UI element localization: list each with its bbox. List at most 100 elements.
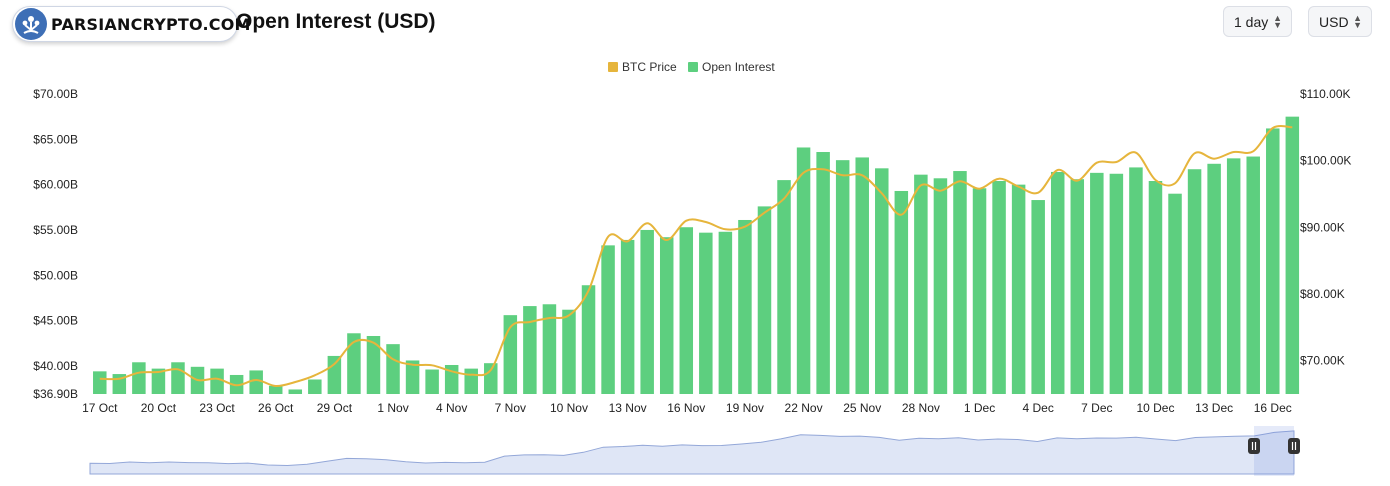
open-interest-bar[interactable]	[953, 171, 967, 394]
open-interest-bar[interactable]	[268, 385, 283, 394]
open-interest-bar[interactable]	[484, 363, 498, 394]
currency-select-value: USD	[1319, 13, 1349, 30]
open-interest-bar[interactable]	[1050, 171, 1065, 394]
legend-label-btc-price[interactable]: BTC Price	[622, 60, 677, 74]
open-interest-bar[interactable]	[992, 181, 1006, 394]
left-axis-tick-label: $55.00B	[33, 223, 78, 237]
open-interest-bar[interactable]	[1090, 172, 1104, 394]
open-interest-bar[interactable]	[366, 335, 381, 394]
open-interest-bar[interactable]	[132, 362, 146, 394]
open-interest-bar[interactable]	[718, 231, 733, 394]
open-interest-bar[interactable]	[1246, 156, 1260, 394]
x-axis-tick-label: 26 Oct	[258, 401, 294, 415]
open-interest-bar[interactable]	[581, 285, 596, 394]
btc-price-line	[99, 125, 1293, 388]
open-interest-bar[interactable]	[464, 368, 478, 394]
open-interest-bar[interactable]	[875, 168, 889, 394]
open-interest-bar[interactable]	[1285, 116, 1300, 395]
x-axis-tick-label: 4 Dec	[1022, 401, 1053, 415]
legend-swatch-btc-price	[608, 62, 618, 72]
interval-select[interactable]: 1 day ▲ ▼	[1223, 6, 1292, 37]
open-interest-bar[interactable]	[816, 152, 830, 394]
open-interest-bar[interactable]	[796, 147, 811, 394]
open-interest-bar[interactable]	[757, 206, 772, 394]
left-axis-tick-label: $70.00B	[33, 87, 78, 101]
open-interest-bar[interactable]	[1226, 158, 1241, 394]
open-interest-bar[interactable]	[386, 344, 400, 394]
open-interest-bar[interactable]	[405, 360, 420, 394]
open-interest-bar[interactable]	[699, 232, 713, 394]
site-logo[interactable]: PARSIANCRYPTO.COM	[12, 6, 250, 42]
x-axis-tick-label: 13 Dec	[1195, 401, 1233, 415]
open-interest-bar[interactable]	[679, 227, 694, 394]
open-interest-bar[interactable]	[93, 371, 107, 394]
open-interest-bar[interactable]	[210, 368, 224, 394]
open-interest-bar[interactable]	[288, 389, 303, 394]
interval-select-value: 1 day	[1234, 13, 1269, 30]
open-interest-bar[interactable]	[171, 362, 185, 394]
x-axis-tick-label: 1 Dec	[964, 401, 995, 415]
x-axis: 17 Oct 20 Oct 23 Oct 26 Oct 29 Oct 1 Nov 4 Nov…	[82, 401, 1292, 415]
x-axis-tick-label: 4 Nov	[436, 401, 467, 415]
open-interest-bar[interactable]	[620, 239, 635, 394]
open-interest-bar[interactable]	[151, 368, 166, 394]
open-interest-bar[interactable]	[425, 369, 439, 394]
chart-navigator[interactable]	[89, 426, 1300, 476]
open-interest-bar[interactable]	[1168, 193, 1182, 394]
open-interest-bar[interactable]	[933, 178, 948, 394]
open-interest-bar[interactable]	[1207, 163, 1221, 394]
chart-title: Open Interest (USD)	[236, 10, 436, 33]
navigator-handle-right[interactable]	[1288, 438, 1300, 454]
logo-text: PARSIANCRYPTO.COM	[51, 14, 251, 34]
open-interest-bar[interactable]	[1187, 169, 1202, 394]
x-axis-tick-label: 25 Nov	[843, 401, 881, 415]
open-interest-bar[interactable]	[640, 229, 654, 394]
open-interest-bar[interactable]	[738, 219, 752, 394]
left-axis-tick-label: $60.00B	[33, 178, 78, 192]
chevron-updown-icon: ▲ ▼	[1353, 13, 1362, 30]
open-interest-bar[interactable]	[249, 370, 263, 394]
open-interest-bar[interactable]	[1011, 184, 1026, 394]
open-interest-bar[interactable]	[542, 304, 557, 394]
x-axis-tick-label: 13 Nov	[609, 401, 647, 415]
left-axis: $36.90B $40.00B $45.00B $50.00B $55.00B $60.0…	[33, 87, 78, 401]
logo-icon	[15, 8, 47, 40]
open-interest-bar[interactable]	[855, 157, 869, 394]
chart-legend: BTC Price Open Interest	[608, 60, 775, 74]
open-interest-bar[interactable]	[1148, 181, 1163, 394]
x-axis-tick-label: 29 Oct	[317, 401, 353, 415]
open-interest-bar[interactable]	[601, 245, 615, 394]
x-axis-tick-label: 16 Dec	[1254, 401, 1292, 415]
open-interest-bar[interactable]	[1031, 200, 1045, 394]
open-interest-bar[interactable]	[659, 237, 674, 394]
x-axis-tick-label: 7 Nov	[495, 401, 526, 415]
x-axis-tick-label: 7 Dec	[1081, 401, 1112, 415]
left-axis-tick-label: $40.00B	[33, 359, 78, 373]
navigator-selection[interactable]	[1254, 426, 1294, 476]
left-axis-tick-label: $50.00B	[33, 268, 78, 282]
open-interest-bar[interactable]	[1070, 179, 1085, 394]
open-interest-bar[interactable]	[777, 180, 791, 394]
open-interest-bar[interactable]	[972, 188, 987, 394]
legend-label-open-interest[interactable]: Open Interest	[702, 60, 775, 74]
open-interest-bar[interactable]	[523, 306, 537, 394]
x-axis-tick-label: 28 Nov	[902, 401, 940, 415]
navigator-handle-left[interactable]	[1248, 438, 1260, 454]
open-interest-bar[interactable]	[835, 160, 850, 394]
open-interest-bar[interactable]	[894, 190, 909, 394]
open-interest-bar[interactable]	[562, 309, 576, 394]
open-interest-bar[interactable]	[1266, 128, 1280, 394]
open-interest-bar[interactable]	[308, 379, 322, 394]
open-interest-bar[interactable]	[914, 174, 928, 394]
open-interest-bar[interactable]	[327, 355, 342, 394]
right-axis: $70.00K $80.00K $90.00K $100.00K $110.00K	[1300, 87, 1351, 368]
open-interest-bar[interactable]	[1109, 173, 1124, 394]
x-axis-tick-label: 23 Oct	[199, 401, 235, 415]
right-axis-tick-label: $110.00K	[1300, 87, 1351, 101]
open-interest-bar[interactable]	[1129, 167, 1143, 394]
left-axis-tick-label: $65.00B	[33, 132, 78, 146]
navigator-area	[89, 430, 1295, 475]
currency-select[interactable]: USD ▲ ▼	[1308, 6, 1372, 37]
open-interest-bar[interactable]	[347, 333, 361, 394]
